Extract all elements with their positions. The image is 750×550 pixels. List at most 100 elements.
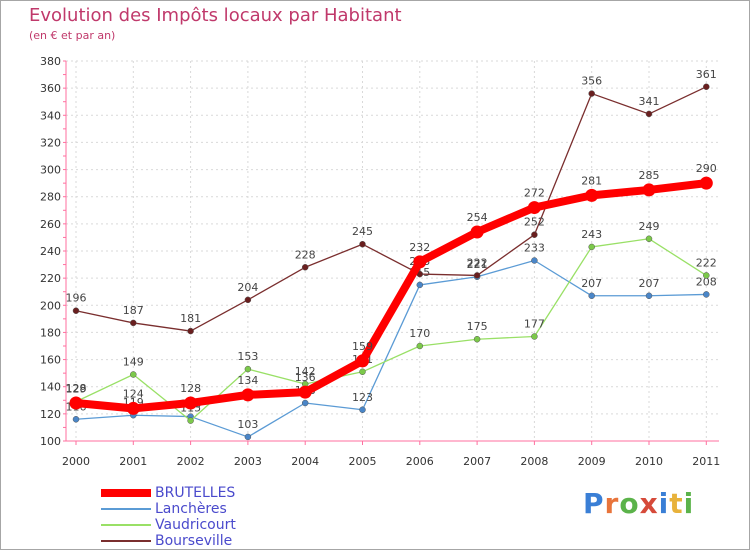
data-point-brutelles xyxy=(585,188,599,202)
logo-letter: P xyxy=(583,487,605,520)
data-label-bourseville: 361 xyxy=(696,68,717,81)
x-tick-label: 2003 xyxy=(234,455,262,468)
data-label-brutelles: 128 xyxy=(66,382,87,395)
data-point-brutelles xyxy=(69,396,83,410)
legend-label: Vaudricourt xyxy=(155,517,236,533)
data-point-lanchères xyxy=(703,291,710,298)
x-tick-label: 2008 xyxy=(520,455,548,468)
x-tick-label: 2011 xyxy=(692,455,720,468)
legend-item: BRUTELLES xyxy=(101,485,321,501)
x-tick-label: 2007 xyxy=(463,455,491,468)
logo-letter: i xyxy=(658,487,670,520)
logo-letter: i xyxy=(683,487,695,520)
y-tick-label: 300 xyxy=(40,164,61,177)
x-tick-label: 2004 xyxy=(291,455,319,468)
x-tick-label: 2002 xyxy=(177,455,205,468)
data-point-vaudricourt xyxy=(359,368,366,376)
data-point-bourseville xyxy=(645,110,653,118)
data-label-brutelles: 281 xyxy=(581,174,602,187)
legend-label: Lanchères xyxy=(155,501,227,517)
y-tick-label: 160 xyxy=(40,354,61,367)
y-tick-label: 140 xyxy=(40,381,61,394)
series-line-bourseville xyxy=(75,86,707,332)
series-line-brutelles xyxy=(72,179,711,413)
data-label-bourseville: 228 xyxy=(295,248,316,261)
data-point-lanchères xyxy=(244,433,252,441)
data-label-vaudricourt: 142 xyxy=(295,365,316,378)
y-tick-label: 260 xyxy=(40,218,61,231)
data-label-lanchères: 123 xyxy=(352,391,373,404)
legend: BRUTELLES Lanchères Vaudricourt Bourseville xyxy=(101,485,321,549)
legend-swatch xyxy=(101,524,151,526)
data-label-bourseville: 181 xyxy=(180,312,201,325)
data-point-lanchères xyxy=(72,416,80,423)
data-label-brutelles: 134 xyxy=(237,374,258,387)
x-tick-label: 2006 xyxy=(406,455,434,468)
y-tick-label: 120 xyxy=(40,408,61,421)
proxiti-logo: Proxiti xyxy=(583,487,694,520)
data-point-lanchères xyxy=(416,281,424,289)
legend-swatch xyxy=(101,508,151,510)
x-tick-label: 2005 xyxy=(349,455,377,468)
series-line-vaudricourt xyxy=(75,238,707,422)
legend-swatch xyxy=(101,540,151,542)
data-point-brutelles xyxy=(699,176,713,190)
logo-letter: x xyxy=(639,487,659,520)
data-point-bourseville xyxy=(359,240,366,248)
data-label-lanchères: 221 xyxy=(467,258,488,271)
y-tick-label: 320 xyxy=(40,136,61,149)
data-point-vaudricourt xyxy=(531,333,538,340)
data-label-bourseville: 245 xyxy=(352,225,373,238)
series-line-lanchères xyxy=(75,259,707,438)
data-point-bourseville xyxy=(531,231,538,238)
data-label-vaudricourt: 175 xyxy=(467,320,488,333)
data-label-lanchères: 103 xyxy=(237,418,258,431)
data-label-brutelles: 159 xyxy=(352,340,373,353)
logo-letter: o xyxy=(619,487,640,520)
data-point-bourseville xyxy=(72,307,80,314)
data-label-bourseville: 187 xyxy=(123,304,144,317)
y-tick-label: 360 xyxy=(40,82,61,95)
data-point-brutelles xyxy=(413,255,427,269)
x-tick-label: 2001 xyxy=(119,455,147,468)
data-label-vaudricourt: 170 xyxy=(409,327,430,340)
data-label-bourseville: 252 xyxy=(524,216,545,229)
y-tick-label: 180 xyxy=(40,326,61,339)
logo-text: Proxiti xyxy=(583,487,694,520)
data-label-brutelles: 136 xyxy=(295,371,316,384)
data-point-brutelles xyxy=(470,225,484,239)
data-point-brutelles xyxy=(527,201,541,215)
legend-item: Bourseville xyxy=(101,533,321,549)
data-point-vaudricourt xyxy=(187,417,194,424)
data-point-vaudricourt xyxy=(130,371,137,378)
y-tick-label: 100 xyxy=(40,435,61,448)
logo-letter: t xyxy=(669,487,684,520)
y-tick-label: 240 xyxy=(40,245,61,258)
data-point-brutelles xyxy=(642,183,656,197)
data-point-bourseville xyxy=(588,90,595,97)
data-point-vaudricourt xyxy=(244,365,252,373)
data-point-lanchères xyxy=(301,399,309,407)
data-label-vaudricourt: 129 xyxy=(66,383,87,396)
logo-letter: r xyxy=(604,487,620,520)
data-point-vaudricourt xyxy=(645,235,653,243)
data-label-brutelles: 290 xyxy=(696,162,717,175)
data-label-bourseville: 204 xyxy=(237,281,258,294)
data-point-bourseville xyxy=(130,319,137,327)
data-point-bourseville xyxy=(473,272,481,279)
chart-title: Evolution des Impôts locaux par Habitant xyxy=(29,5,402,26)
data-label-brutelles: 124 xyxy=(123,387,144,400)
legend-label: BRUTELLES xyxy=(155,485,236,501)
data-label-vaudricourt: 177 xyxy=(524,318,545,331)
data-label-vaudricourt: 222 xyxy=(696,256,717,269)
data-label-vaudricourt: 249 xyxy=(639,220,660,233)
legend-swatch xyxy=(101,489,151,497)
data-point-lanchères xyxy=(359,406,366,414)
data-label-vaudricourt: 243 xyxy=(581,228,602,241)
data-label-brutelles: 128 xyxy=(180,382,201,395)
data-label-lanchères: 233 xyxy=(524,242,545,255)
data-label-lanchères: 207 xyxy=(639,277,660,290)
data-point-brutelles xyxy=(126,401,140,415)
data-point-brutelles xyxy=(298,385,312,399)
